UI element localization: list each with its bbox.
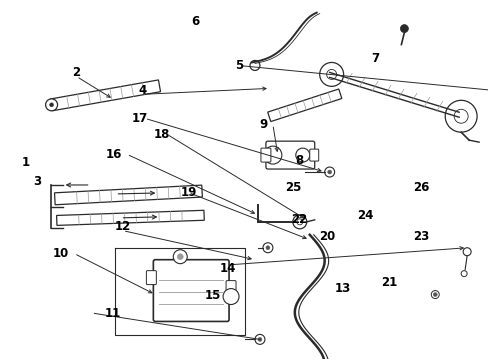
Circle shape	[49, 103, 54, 107]
Text: 23: 23	[412, 230, 428, 243]
Circle shape	[296, 219, 302, 225]
Circle shape	[462, 248, 470, 256]
Text: 7: 7	[370, 51, 378, 64]
Circle shape	[444, 100, 476, 132]
Text: 15: 15	[204, 289, 221, 302]
Text: 16: 16	[105, 148, 122, 161]
Text: 6: 6	[191, 15, 200, 28]
Text: 8: 8	[294, 154, 303, 167]
Circle shape	[254, 334, 264, 345]
Circle shape	[460, 271, 466, 276]
Text: 13: 13	[334, 282, 350, 295]
Text: 18: 18	[153, 127, 169, 141]
Text: 19: 19	[180, 186, 196, 199]
Text: 17: 17	[131, 112, 147, 125]
FancyBboxPatch shape	[146, 271, 156, 285]
Circle shape	[223, 289, 239, 305]
Text: 11: 11	[104, 307, 121, 320]
Circle shape	[400, 24, 407, 32]
Circle shape	[319, 62, 343, 86]
Text: 12: 12	[114, 220, 131, 233]
Circle shape	[295, 148, 309, 162]
Circle shape	[173, 250, 187, 264]
Text: 10: 10	[53, 247, 69, 260]
Text: 20: 20	[319, 230, 335, 243]
Text: 3: 3	[33, 175, 41, 188]
Circle shape	[177, 254, 183, 260]
Circle shape	[265, 246, 269, 250]
Circle shape	[326, 69, 336, 80]
Circle shape	[324, 167, 334, 177]
Text: 25: 25	[285, 181, 301, 194]
Circle shape	[292, 215, 306, 229]
Text: 9: 9	[259, 118, 267, 131]
FancyBboxPatch shape	[309, 149, 318, 161]
Circle shape	[453, 109, 467, 123]
Text: 21: 21	[380, 276, 396, 289]
Circle shape	[263, 243, 272, 253]
FancyBboxPatch shape	[265, 141, 314, 169]
Text: 14: 14	[219, 262, 235, 275]
FancyBboxPatch shape	[261, 148, 270, 162]
FancyBboxPatch shape	[225, 280, 236, 294]
Text: 5: 5	[235, 59, 243, 72]
Circle shape	[264, 146, 281, 164]
Circle shape	[430, 291, 438, 298]
Text: 2: 2	[72, 66, 81, 79]
Circle shape	[327, 170, 331, 174]
Circle shape	[45, 99, 58, 111]
Text: 26: 26	[412, 181, 428, 194]
Circle shape	[432, 293, 436, 297]
Circle shape	[249, 60, 260, 71]
Text: 24: 24	[356, 210, 373, 222]
Text: 4: 4	[138, 84, 146, 97]
FancyBboxPatch shape	[153, 260, 228, 321]
Circle shape	[258, 337, 262, 341]
Text: 22: 22	[290, 213, 306, 226]
Text: 1: 1	[22, 156, 30, 169]
